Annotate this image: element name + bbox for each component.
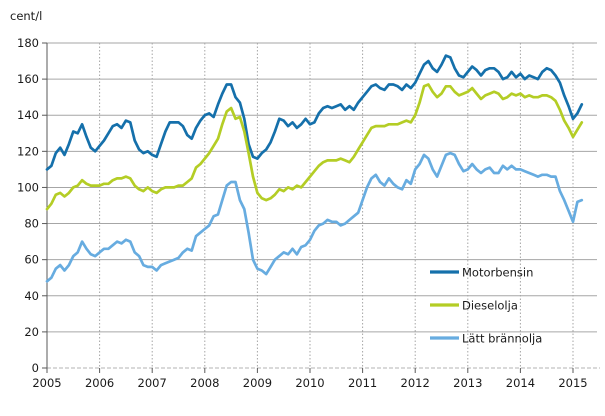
x-tick-label: 2008 [190, 376, 219, 390]
y-tick-label: 20 [24, 325, 39, 339]
x-tick-label: 2013 [453, 376, 482, 390]
x-tick-label: 2011 [348, 376, 377, 390]
y-tick-label: 80 [24, 217, 39, 231]
x-tick-label: 2012 [401, 376, 430, 390]
legend-item-motorbensin: Motorbensin [430, 266, 533, 280]
series-line-l-tt-br-nnolja [45, 151, 584, 283]
legend-label-motorbensin: Motorbensin [462, 266, 533, 280]
y-tick-label: 100 [17, 180, 39, 194]
legend-label-dieselolja: Dieselolja [462, 299, 518, 313]
gridlines [47, 42, 597, 368]
legend-item-dieselolja: Dieselolja [430, 299, 518, 313]
y-tick-label: 160 [17, 72, 39, 86]
x-tick-label: 2015 [558, 376, 587, 390]
x-tick-label: 2007 [138, 376, 167, 390]
legend: Motorbensin Dieselolja Lätt brännolja [430, 266, 542, 346]
y-tick-label: 120 [17, 144, 39, 158]
x-tick-label: 2014 [506, 376, 535, 390]
x-tick-label: 2005 [32, 376, 61, 390]
x-tick-label: 2009 [243, 376, 272, 390]
legend-item-latt-brannolja: Lätt brännolja [430, 332, 542, 346]
y-tick-label: 140 [17, 108, 39, 122]
legend-label-latt-brannolja: Lätt brännolja [462, 332, 542, 346]
y-tick-label: 40 [24, 289, 39, 303]
y-tick-label: 0 [32, 361, 39, 375]
axes: 0 20 40 60 80 100 120 140 160 180 2005 2006 2007 2008… [17, 36, 600, 390]
x-tick-label: 2010 [295, 376, 324, 390]
x-tick-label: 2006 [85, 376, 114, 390]
y-tick-label: 60 [24, 253, 39, 267]
y-axis-unit-label: cent/l [10, 9, 42, 23]
data-series [45, 54, 584, 283]
y-tick-label: 180 [17, 36, 39, 50]
series-line-dieselolja [45, 83, 584, 211]
series-line-motorbensin [45, 54, 584, 171]
